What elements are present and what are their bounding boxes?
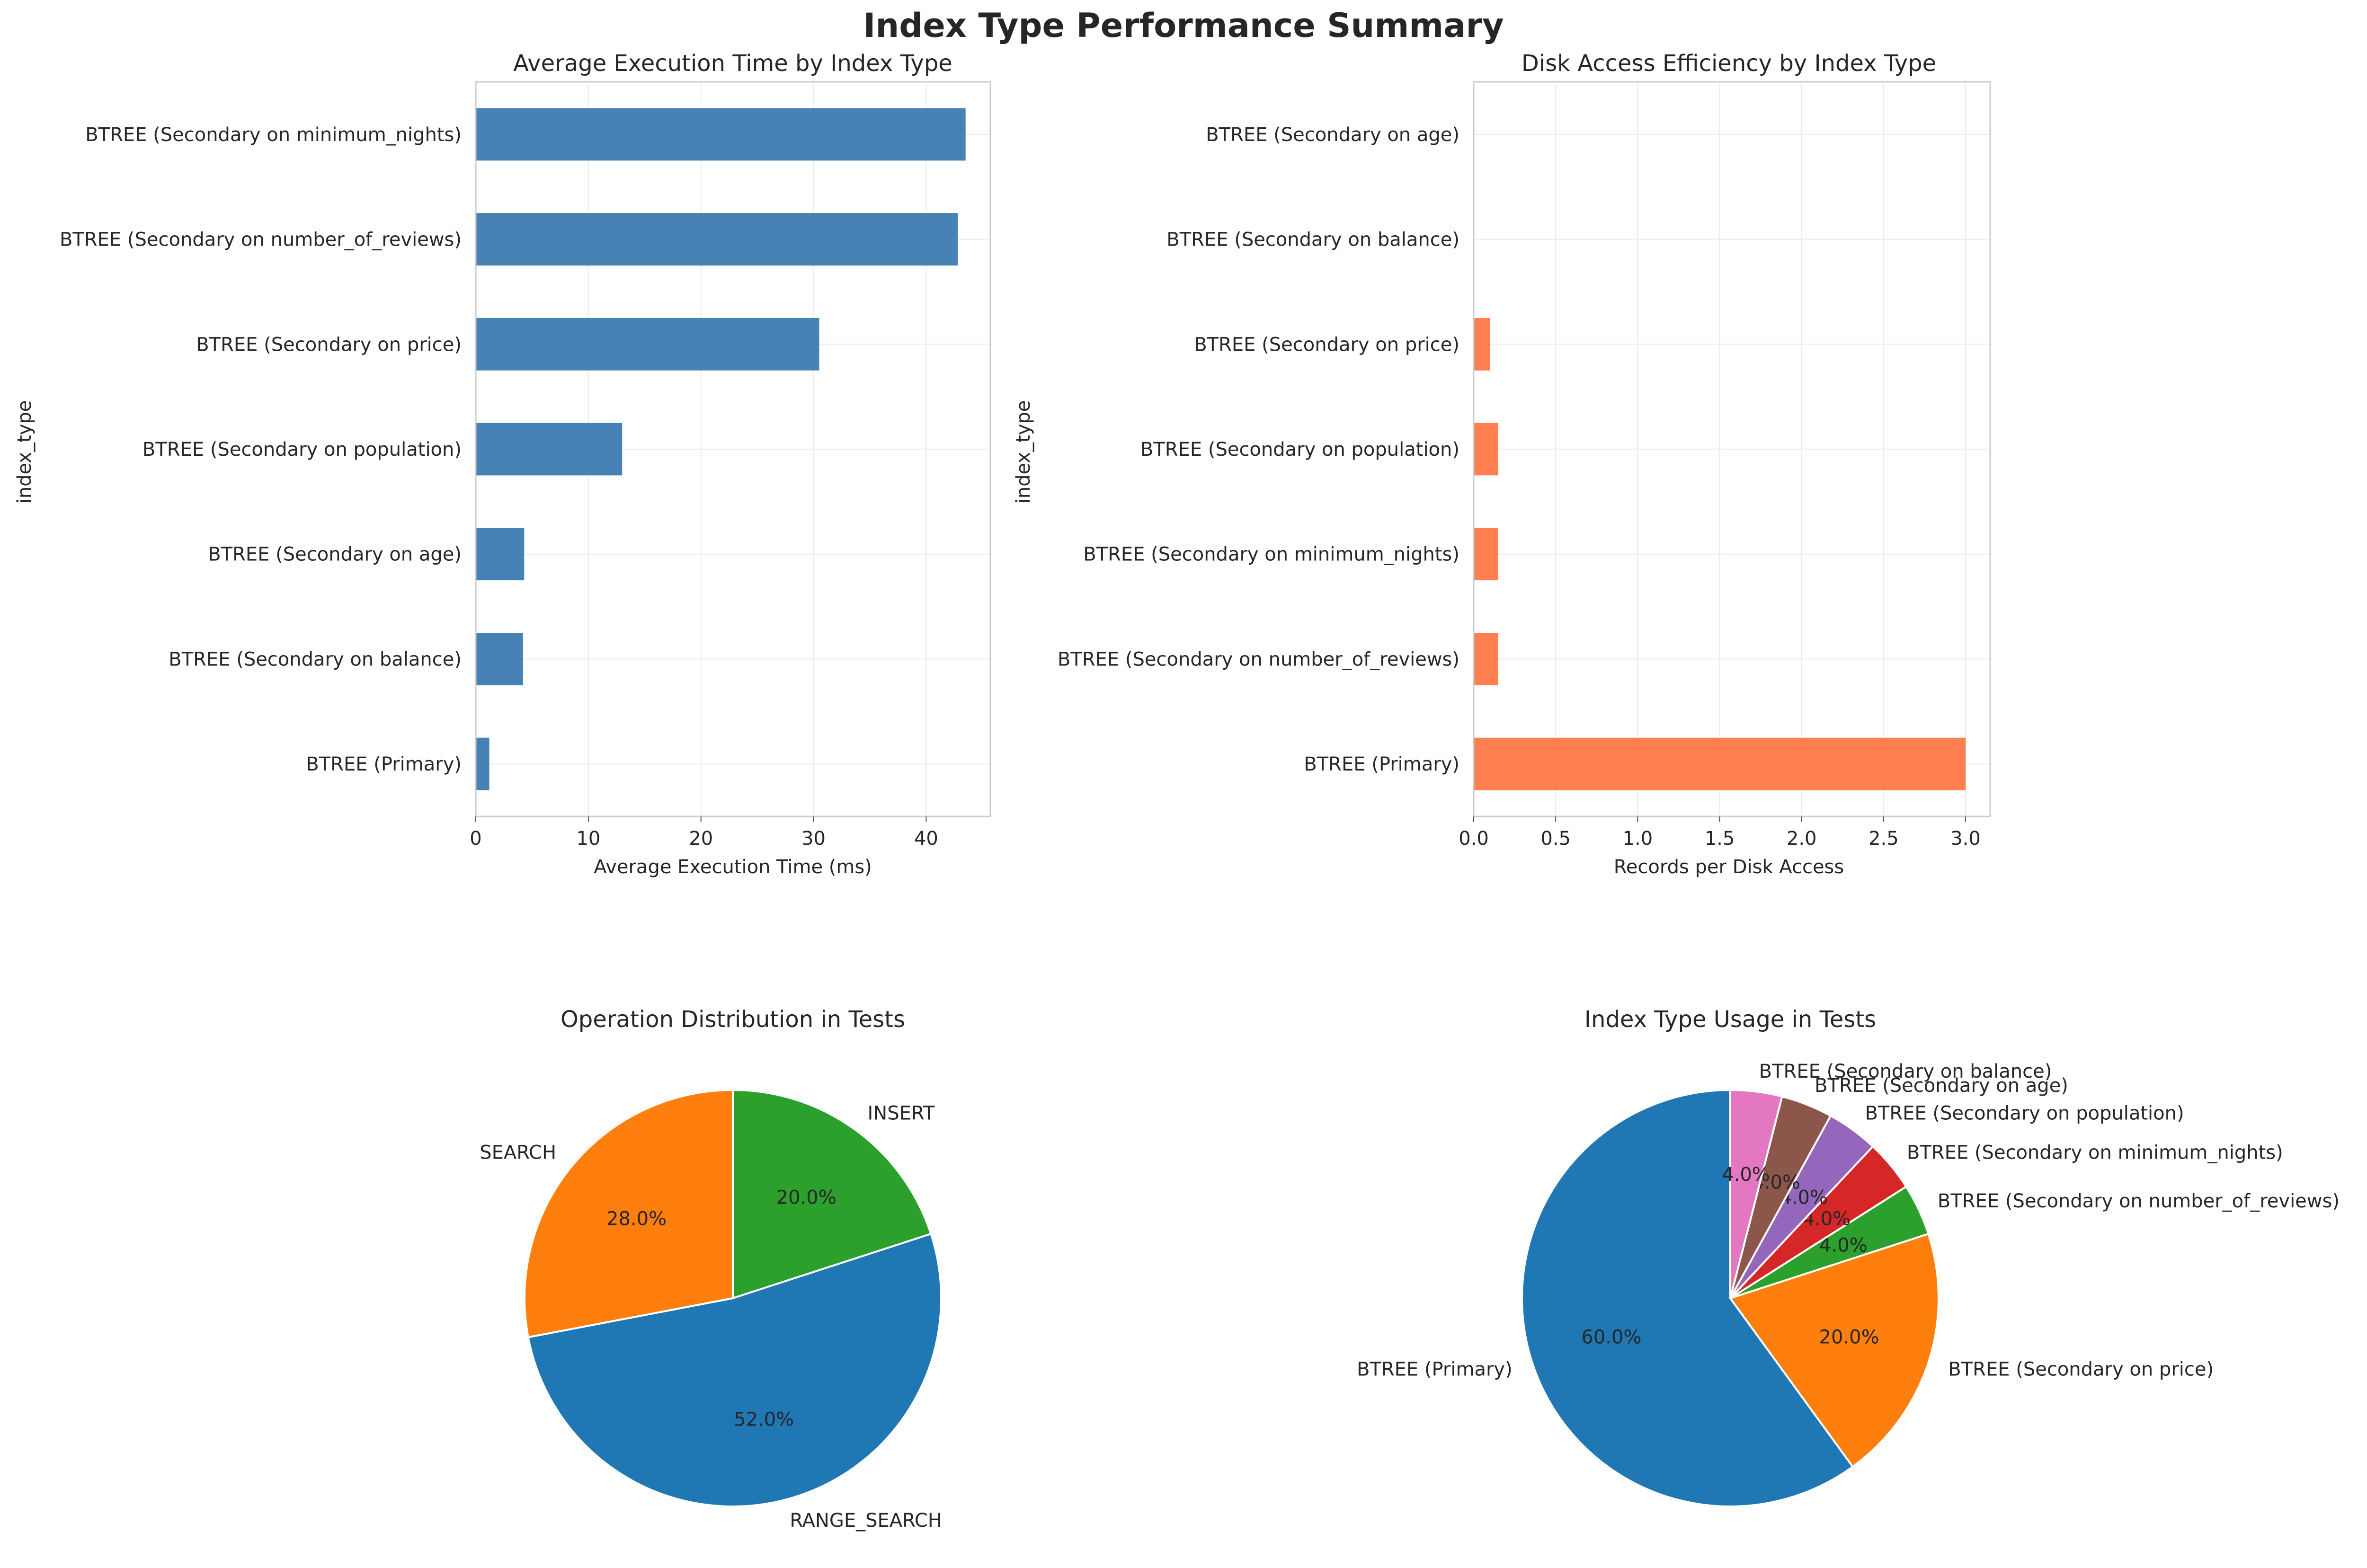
pie-pct-label: 4.0%	[1722, 1164, 1770, 1186]
pie-slice-btree-secondary-on-price	[1728, 1232, 1940, 1468]
bar-btree-secondary-on-minimum-nights	[476, 108, 966, 161]
bar-btree-secondary-on-price	[476, 318, 819, 371]
execution-time-chart: Average Execution Time by Index Type Ave…	[14, 50, 991, 878]
y-tick-label: BTREE (Secondary on population)	[1140, 439, 1459, 461]
y-tick-label: BTREE (Secondary on age)	[208, 544, 462, 566]
y-tick-label: BTREE (Secondary on price)	[196, 334, 462, 355]
pie-label: BTREE (Secondary on balance)	[1759, 1061, 2052, 1082]
disk-access-chart-xlabel: Records per Disk Access	[1614, 856, 1844, 878]
pie-label: BTREE (Secondary on number_of_reviews)	[1938, 1190, 2340, 1212]
operation-distribution-pie: Operation Distribution in Tests INSERT 20…	[480, 1006, 942, 1532]
pie-label: BTREE (Secondary on population)	[1865, 1102, 2184, 1124]
pie-pct-label: 28.0%	[606, 1208, 667, 1230]
x-tick-label: 2.5	[1869, 828, 1899, 850]
index-usage-pie: Index Type Usage in Tests BTREE (Primary…	[1357, 1006, 2340, 1507]
pie-label: BTREE (Secondary on price)	[1948, 1359, 2214, 1381]
bar-btree-secondary-on-population	[1474, 423, 1498, 476]
y-tick-label: BTREE (Secondary on minimum_nights)	[1083, 544, 1459, 566]
bar-btree-primary	[1474, 737, 1966, 790]
bar-btree-secondary-on-age	[476, 528, 525, 581]
x-tick-label: 0.0	[1459, 828, 1489, 850]
bar-btree-secondary-on-number-of-reviews	[1474, 633, 1498, 685]
pie-label: BTREE (Secondary on minimum_nights)	[1907, 1142, 2283, 1163]
x-tick-label: 1.5	[1705, 828, 1735, 850]
pie-pct-label: 52.0%	[734, 1409, 794, 1431]
pie-label: INSERT	[867, 1102, 934, 1124]
y-tick-label: BTREE (Secondary on price)	[1194, 334, 1459, 355]
bar-btree-secondary-on-population	[476, 423, 623, 476]
x-tick-label: 10	[576, 828, 600, 850]
execution-time-chart-ylabel: index_type	[14, 400, 36, 504]
axes-frame	[1473, 81, 1991, 817]
disk-access-chart-ylabel: index_type	[1013, 400, 1034, 504]
bar-btree-secondary-on-price	[1474, 318, 1490, 371]
pie-label: SEARCH	[480, 1142, 556, 1163]
x-tick-label: 40	[914, 828, 938, 850]
x-tick-label: 20	[689, 828, 713, 850]
execution-time-chart-title: Average Execution Time by Index Type	[513, 50, 952, 77]
pie-pct-label: 20.0%	[776, 1187, 836, 1208]
disk-access-chart: Disk Access Efficiency by Index Type Rec…	[1013, 50, 1991, 878]
y-tick-label: BTREE (Secondary on balance)	[1166, 229, 1459, 251]
x-tick-label: 0.5	[1540, 828, 1571, 850]
x-tick-label: 30	[801, 828, 826, 850]
execution-time-chart-xlabel: Average Execution Time (ms)	[594, 856, 872, 878]
x-tick-label: 3.0	[1950, 828, 1981, 850]
x-tick-label: 0	[470, 828, 481, 850]
pie-label: BTREE (Secondary on age)	[1815, 1075, 2068, 1097]
y-tick-label: BTREE (Primary)	[306, 753, 462, 775]
pie-pct-label: 4.0%	[1819, 1235, 1868, 1257]
pie-pct-label: 20.0%	[1819, 1327, 1879, 1348]
bar-btree-secondary-on-balance	[476, 633, 523, 685]
operation-distribution-title: Operation Distribution in Tests	[561, 1006, 905, 1033]
figure-suptitle: Index Type Performance Summary	[863, 6, 1504, 45]
y-tick-label: BTREE (Secondary on age)	[1206, 124, 1459, 146]
pie-slice-insert	[732, 1089, 932, 1300]
pie-slice-search	[524, 1089, 734, 1338]
y-tick-label: BTREE (Secondary on minimum_nights)	[85, 124, 462, 146]
bar-btree-secondary-on-number-of-reviews	[476, 213, 958, 266]
pie-label: BTREE (Primary)	[1357, 1359, 1513, 1381]
y-tick-label: BTREE (Secondary on number_of_reviews)	[1058, 648, 1459, 670]
y-tick-label: BTREE (Secondary on population)	[142, 439, 462, 461]
y-tick-label: BTREE (Secondary on balance)	[169, 648, 462, 670]
y-tick-label: BTREE (Secondary on number_of_reviews)	[60, 229, 462, 251]
axes-frame	[475, 81, 991, 817]
x-tick-label: 2.0	[1787, 828, 1817, 850]
x-tick-label: 1.0	[1623, 828, 1653, 850]
pie-slice-range-search	[527, 1232, 942, 1507]
disk-access-chart-title: Disk Access Efficiency by Index Type	[1522, 50, 1936, 77]
bar-btree-primary	[476, 737, 489, 790]
pie-slice-btree-secondary-on-balance	[1729, 1089, 1783, 1299]
pie-label: RANGE_SEARCH	[790, 1510, 942, 1532]
pie-pct-label: 60.0%	[1581, 1327, 1641, 1348]
y-tick-label: BTREE (Primary)	[1304, 753, 1459, 775]
pie-slice-btree-primary	[1521, 1089, 1854, 1507]
index-usage-title: Index Type Usage in Tests	[1584, 1006, 1876, 1033]
bar-btree-secondary-on-minimum-nights	[1474, 528, 1498, 581]
